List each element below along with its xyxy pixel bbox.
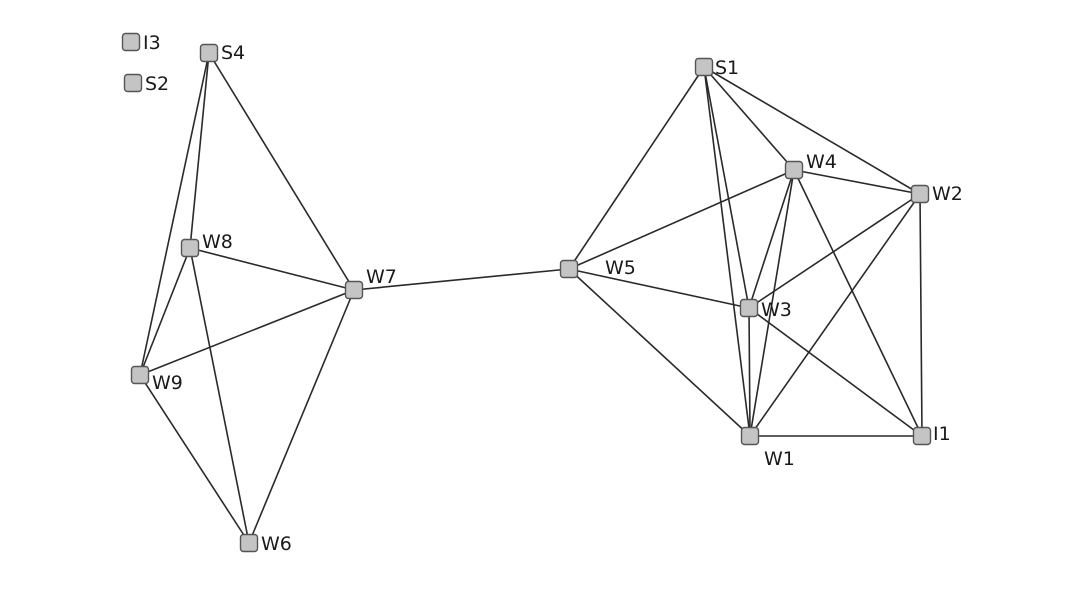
node-box bbox=[910, 184, 930, 204]
node-label: W9 bbox=[152, 372, 183, 394]
edge-w4-w1 bbox=[749, 169, 795, 437]
node-label: W3 bbox=[761, 299, 792, 321]
node-box bbox=[199, 43, 219, 63]
edge-w5-w1 bbox=[568, 268, 751, 437]
node-label: W5 bbox=[605, 257, 636, 279]
node-label: I1 bbox=[933, 423, 951, 445]
node-label: W4 bbox=[806, 151, 837, 173]
node-box bbox=[121, 32, 141, 52]
edge-w2-i1 bbox=[919, 193, 923, 437]
edge-w3-w1 bbox=[748, 307, 751, 437]
edge-w5-s1 bbox=[568, 66, 705, 270]
edge-w3-i1 bbox=[748, 307, 923, 437]
node-label: S1 bbox=[715, 57, 739, 79]
node-box bbox=[123, 73, 143, 93]
edge-w2-w3 bbox=[748, 193, 921, 309]
edge-w8-w6 bbox=[189, 247, 250, 544]
edge-w7-w5 bbox=[353, 268, 570, 291]
node-w2: W2 bbox=[910, 183, 963, 205]
node-box bbox=[344, 280, 364, 300]
edges-layer bbox=[139, 52, 923, 544]
edge-w8-w9 bbox=[139, 247, 191, 376]
node-label: I3 bbox=[143, 32, 161, 54]
edge-w4-w2 bbox=[793, 169, 921, 195]
node-box bbox=[180, 238, 200, 258]
node-s1: S1 bbox=[694, 57, 739, 79]
node-w7: W7 bbox=[344, 266, 397, 300]
edge-s4-w8 bbox=[189, 52, 210, 249]
edge-w5-w3 bbox=[568, 268, 750, 309]
node-box bbox=[559, 259, 579, 279]
node-box bbox=[739, 298, 759, 318]
node-box bbox=[740, 426, 760, 446]
node-w9: W9 bbox=[130, 365, 183, 394]
edge-w7-w6 bbox=[248, 289, 355, 544]
node-w6: W6 bbox=[239, 533, 292, 555]
edge-s1-w2 bbox=[703, 66, 921, 195]
node-w3: W3 bbox=[739, 298, 792, 321]
edge-w5-w4 bbox=[568, 169, 795, 270]
edge-s4-w7 bbox=[208, 52, 355, 291]
node-label: W1 bbox=[764, 448, 795, 470]
edge-w4-w3 bbox=[748, 169, 795, 309]
node-i3: I3 bbox=[121, 32, 161, 54]
node-box bbox=[784, 160, 804, 180]
edge-s1-w1 bbox=[703, 66, 751, 437]
node-w5: W5 bbox=[559, 257, 636, 279]
node-label: S4 bbox=[221, 42, 245, 64]
node-w4: W4 bbox=[784, 151, 837, 180]
node-box bbox=[912, 426, 932, 446]
edge-s1-w4 bbox=[703, 66, 795, 171]
node-label: W7 bbox=[366, 266, 397, 288]
node-label: W2 bbox=[932, 183, 963, 205]
node-box bbox=[694, 57, 714, 77]
node-w8: W8 bbox=[180, 231, 233, 258]
edge-w9-w6 bbox=[139, 374, 250, 544]
edge-w2-w1 bbox=[749, 193, 921, 437]
edge-w9-w7 bbox=[139, 289, 355, 376]
node-i1: I1 bbox=[912, 423, 951, 446]
node-label: W8 bbox=[202, 231, 233, 253]
node-w1: W1 bbox=[740, 426, 795, 470]
edge-w4-i1 bbox=[793, 169, 923, 437]
edge-w8-w7 bbox=[189, 247, 355, 291]
edge-s1-w3 bbox=[703, 66, 750, 309]
node-s4: S4 bbox=[199, 42, 245, 64]
node-s2: S2 bbox=[123, 73, 169, 95]
node-label: W6 bbox=[261, 533, 292, 555]
nodes-layer: I3 S2 S4 W8 W9 W7 W6 W5 S1 W4 W2 W3 W1 I1 bbox=[121, 32, 963, 555]
node-box bbox=[130, 365, 150, 385]
node-label: S2 bbox=[145, 73, 169, 95]
edge-s4-w9 bbox=[139, 52, 210, 376]
node-box bbox=[239, 533, 259, 553]
